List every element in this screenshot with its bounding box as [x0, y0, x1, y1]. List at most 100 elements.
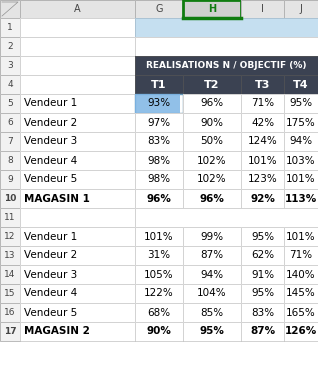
Bar: [241, 265, 284, 284]
Bar: [284, 132, 318, 151]
Bar: [20, 208, 135, 227]
Bar: [183, 170, 241, 189]
Bar: [135, 94, 180, 113]
Bar: [0, 75, 20, 94]
Bar: [135, 189, 183, 208]
Bar: [183, 75, 241, 94]
Bar: [284, 265, 318, 284]
Bar: [0, 284, 20, 303]
Bar: [20, 132, 135, 151]
Bar: [241, 75, 284, 94]
Text: 101%: 101%: [144, 231, 174, 241]
Bar: [241, 151, 284, 170]
Bar: [241, 322, 284, 341]
Bar: [183, 265, 241, 284]
Text: 99%: 99%: [200, 231, 224, 241]
Bar: [183, 189, 241, 208]
Bar: [241, 94, 284, 113]
Bar: [241, 189, 284, 208]
Bar: [0, 56, 20, 75]
Text: 6: 6: [7, 118, 13, 127]
Bar: [183, 284, 241, 303]
Bar: [135, 94, 183, 113]
Bar: [20, 18, 135, 37]
Text: 140%: 140%: [286, 269, 316, 280]
Text: 95%: 95%: [251, 289, 274, 298]
Text: 126%: 126%: [285, 326, 317, 336]
Bar: [241, 322, 284, 341]
Bar: [241, 0, 284, 18]
Bar: [0, 265, 20, 284]
Bar: [135, 75, 183, 94]
Bar: [241, 170, 284, 189]
Bar: [0, 208, 20, 227]
Bar: [135, 0, 183, 18]
Bar: [284, 246, 318, 265]
Bar: [0, 132, 20, 151]
Text: 122%: 122%: [144, 289, 174, 298]
Text: 103%: 103%: [286, 156, 316, 166]
Text: 96%: 96%: [200, 99, 224, 109]
Text: 87%: 87%: [250, 326, 275, 336]
Text: 7: 7: [7, 137, 13, 146]
Text: 102%: 102%: [197, 156, 227, 166]
Text: 101%: 101%: [286, 231, 316, 241]
Text: 105%: 105%: [144, 269, 174, 280]
Text: 95%: 95%: [289, 99, 313, 109]
Bar: [0, 151, 20, 170]
Bar: [241, 227, 284, 246]
Bar: [0, 246, 20, 265]
Text: 124%: 124%: [248, 137, 277, 146]
Bar: [0, 37, 20, 56]
Bar: [20, 208, 135, 227]
Bar: [0, 94, 20, 113]
Bar: [0, 322, 20, 341]
Text: A: A: [74, 4, 81, 14]
Bar: [0, 170, 20, 189]
Bar: [183, 322, 241, 341]
Bar: [284, 75, 318, 94]
Bar: [20, 322, 135, 341]
Text: MAGASIN 1: MAGASIN 1: [24, 194, 90, 204]
Bar: [183, 132, 241, 151]
Bar: [20, 170, 135, 189]
Text: 94%: 94%: [289, 137, 313, 146]
Text: 83%: 83%: [251, 308, 274, 318]
Text: G: G: [155, 4, 163, 14]
Bar: [135, 170, 183, 189]
Bar: [0, 132, 20, 151]
Bar: [284, 227, 318, 246]
Text: 90%: 90%: [201, 117, 224, 127]
Text: 14: 14: [4, 270, 16, 279]
Bar: [241, 151, 284, 170]
Text: 17: 17: [4, 327, 16, 336]
Text: 98%: 98%: [148, 174, 170, 184]
Bar: [284, 151, 318, 170]
Text: Vendeur 3: Vendeur 3: [24, 137, 77, 146]
Text: Vendeur 4: Vendeur 4: [24, 156, 77, 166]
Bar: [135, 132, 183, 151]
Text: 8: 8: [7, 156, 13, 165]
Bar: [183, 132, 241, 151]
Bar: [20, 265, 135, 284]
Bar: [284, 94, 318, 113]
Bar: [241, 246, 284, 265]
Bar: [20, 227, 135, 246]
Bar: [135, 303, 183, 322]
Text: 12: 12: [4, 232, 16, 241]
Bar: [284, 170, 318, 189]
Text: 83%: 83%: [148, 137, 170, 146]
Text: 71%: 71%: [251, 99, 274, 109]
Bar: [284, 322, 318, 341]
Bar: [183, 94, 241, 113]
Bar: [241, 303, 284, 322]
Text: 9: 9: [7, 175, 13, 184]
Bar: [20, 246, 135, 265]
Bar: [284, 113, 318, 132]
Text: Vendeur 2: Vendeur 2: [24, 117, 77, 127]
Bar: [183, 113, 241, 132]
Bar: [0, 322, 20, 341]
Bar: [20, 170, 135, 189]
Text: 123%: 123%: [248, 174, 277, 184]
Bar: [135, 151, 183, 170]
